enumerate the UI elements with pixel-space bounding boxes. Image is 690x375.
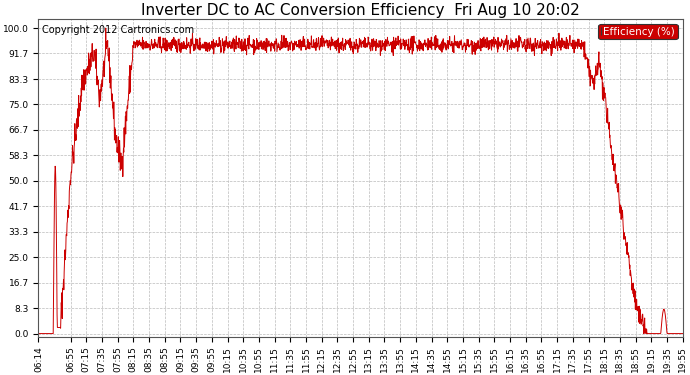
- Text: Copyright 2012 Cartronics.com: Copyright 2012 Cartronics.com: [41, 25, 194, 35]
- Legend: Efficiency (%): Efficiency (%): [598, 24, 678, 39]
- Title: Inverter DC to AC Conversion Efficiency  Fri Aug 10 20:02: Inverter DC to AC Conversion Efficiency …: [141, 3, 580, 18]
